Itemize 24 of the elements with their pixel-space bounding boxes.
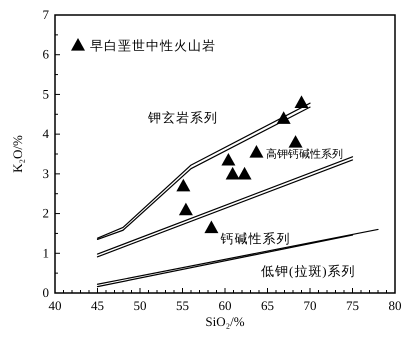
annotation: 钾玄岩系列 [148,110,218,126]
y-tick-label: 2 [42,206,49,221]
y-tick-label: 1 [42,245,49,260]
x-axis-title: SiO₂/% [205,314,245,329]
x-tick-label: 65 [261,298,274,313]
y-tick-label: 6 [42,46,50,62]
y-tick-label: 4 [42,126,50,142]
x-tick-label: 60 [218,298,232,313]
x-tick-label: 80 [388,298,402,313]
annotation: 高钾钙碱性系列 [266,148,344,160]
annotation: 低钾(拉斑)系列 [260,263,356,278]
y-tick-label: 3 [42,166,49,181]
y-tick-label: 5 [42,86,49,102]
y-tick-label: 7 [42,7,50,22]
x-tick-label: 40 [48,298,62,313]
x-tick-label: 75 [346,298,359,313]
annotation: 钙碱性系列 [220,230,291,246]
y-tick-label: 0 [42,285,49,300]
x-tick-label: 55 [176,298,189,313]
y-axis-title: K₂O/% [10,134,25,173]
x-tick-label: 45 [91,298,104,313]
x-tick-label: 70 [304,298,316,313]
x-tick-label: 50 [134,298,146,313]
legend: 早白垩世中性火山岩 [71,38,216,53]
